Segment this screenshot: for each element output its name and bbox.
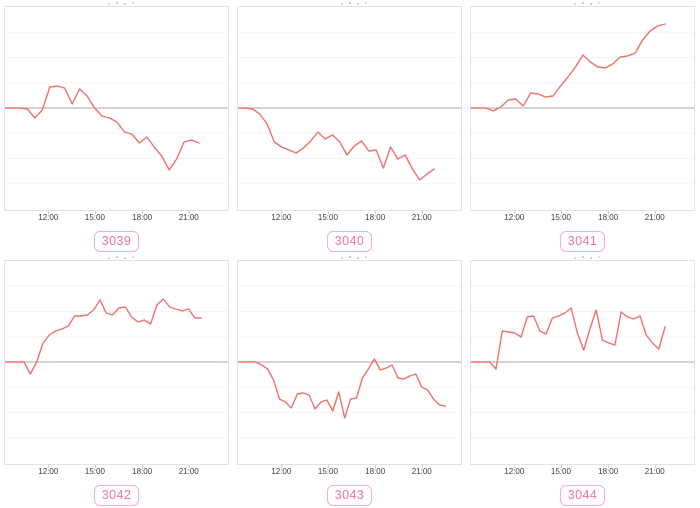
chart-panel: [4, 260, 229, 465]
x-tick-label: 12:00: [504, 465, 525, 476]
x-axis: 12:00 15:00 18:00 21:00: [470, 465, 695, 480]
x-axis: 12:00 15:00 18:00 21:00: [4, 465, 229, 480]
badge-row: 3040: [326, 231, 373, 252]
x-tick-label: 15:00: [550, 465, 571, 476]
chart-id-badge[interactable]: 3040: [326, 231, 373, 252]
clipped-chart-title: [4, 0, 229, 6]
x-tick-label: 18:00: [132, 465, 153, 476]
line-chart[interactable]: [471, 7, 694, 210]
x-tick-label: 21:00: [411, 465, 432, 476]
x-tick-label: 15:00: [84, 465, 105, 476]
badge-row: 3042: [93, 485, 140, 506]
clipped-chart-title: [470, 0, 695, 6]
x-tick-label: 21:00: [178, 465, 199, 476]
x-tick-label: 21:00: [411, 211, 432, 222]
x-tick-label: 21:00: [644, 211, 665, 222]
x-tick-label: 12:00: [271, 465, 292, 476]
x-tick-label: 12:00: [38, 465, 59, 476]
x-axis: 12:00 15:00 18:00 21:00: [470, 211, 695, 226]
chart-panel: [237, 6, 462, 211]
chart-id-badge[interactable]: 3039: [93, 231, 140, 252]
x-tick-label: 12:00: [271, 211, 292, 222]
clipped-title-marks: [115, 2, 118, 4]
clipped-chart-title: [4, 254, 229, 260]
x-tick-label: 12:00: [504, 211, 525, 222]
chart-panel: [4, 6, 229, 211]
clipped-title-marks: [348, 256, 351, 258]
chart-panel: [470, 6, 695, 211]
x-tick-label: 21:00: [644, 465, 665, 476]
x-tick-label: 15:00: [84, 211, 105, 222]
x-tick-label: 18:00: [598, 465, 619, 476]
clipped-chart-title: [237, 0, 462, 6]
badge-row: 3041: [559, 231, 606, 252]
line-chart[interactable]: [5, 261, 228, 464]
x-tick-label: 18:00: [365, 465, 386, 476]
x-tick-label: 18:00: [132, 211, 153, 222]
x-tick-label: 15:00: [317, 465, 338, 476]
x-axis: 12:00 15:00 18:00 21:00: [237, 211, 462, 226]
line-chart[interactable]: [238, 261, 461, 464]
badge-row: 3043: [326, 485, 373, 506]
chart-tile: 12:00 15:00 18:00 21:00 3042: [0, 254, 233, 508]
chart-tile: 12:00 15:00 18:00 21:00 3040: [233, 0, 466, 254]
clipped-title-marks: [581, 256, 584, 258]
line-chart[interactable]: [5, 7, 228, 210]
chart-tile: 12:00 15:00 18:00 21:00 3041: [466, 0, 699, 254]
clipped-chart-title: [237, 254, 462, 260]
chart-id-badge[interactable]: 3044: [559, 485, 606, 506]
clipped-title-marks: [348, 2, 351, 4]
clipped-title-marks: [581, 2, 584, 4]
line-chart[interactable]: [238, 7, 461, 210]
line-chart[interactable]: [471, 261, 694, 464]
x-tick-label: 15:00: [550, 211, 571, 222]
chart-panel: [237, 260, 462, 465]
chart-id-badge[interactable]: 3041: [559, 231, 606, 252]
chart-id-badge[interactable]: 3042: [93, 485, 140, 506]
clipped-title-marks: [115, 256, 118, 258]
x-tick-label: 21:00: [178, 211, 199, 222]
clipped-chart-title: [470, 254, 695, 260]
badge-row: 3044: [559, 485, 606, 506]
x-tick-label: 15:00: [317, 211, 338, 222]
x-tick-label: 12:00: [38, 211, 59, 222]
chart-panel: [470, 260, 695, 465]
x-axis: 12:00 15:00 18:00 21:00: [4, 211, 229, 226]
chart-tile: 12:00 15:00 18:00 21:00 3044: [466, 254, 699, 508]
chart-tile: 12:00 15:00 18:00 21:00 3043: [233, 254, 466, 508]
chart-id-badge[interactable]: 3043: [326, 485, 373, 506]
badge-row: 3039: [93, 231, 140, 252]
x-axis: 12:00 15:00 18:00 21:00: [237, 465, 462, 480]
chart-tile: 12:00 15:00 18:00 21:00 3039: [0, 0, 233, 254]
x-tick-label: 18:00: [365, 211, 386, 222]
x-tick-label: 18:00: [598, 211, 619, 222]
